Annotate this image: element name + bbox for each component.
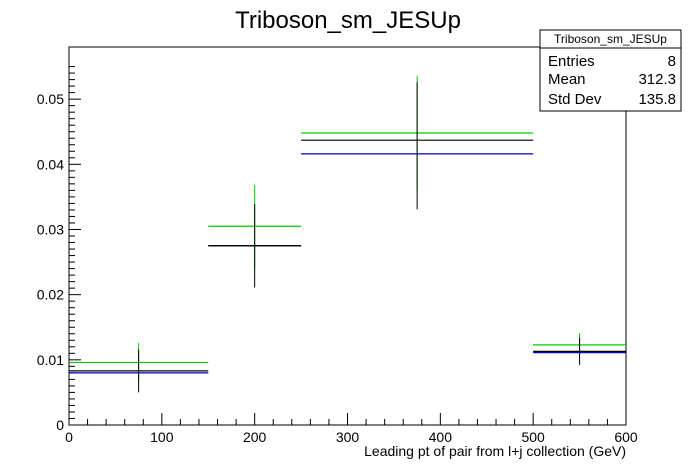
x-axis: 0 100 200 300 400 500 600 — [65, 413, 638, 445]
histogram-series-2 — [69, 153, 626, 374]
chart-title: Triboson_sm_JESUp — [235, 7, 461, 34]
y-tick-label: 0 — [56, 417, 64, 433]
y-tick-label: 0.01 — [37, 352, 64, 368]
stats-stddev-label: Std Dev — [548, 91, 602, 108]
x-axis-title: Leading pt of pair from l+j collection (… — [364, 443, 626, 459]
y-tick-label: 0.02 — [37, 287, 64, 303]
histogram-series-group — [69, 75, 626, 393]
stats-mean-value: 312.3 — [638, 71, 676, 88]
x-tick-label: 600 — [614, 429, 638, 445]
x-tick-label: 0 — [65, 429, 73, 445]
x-tick-label: 100 — [150, 429, 174, 445]
histogram-series-3 — [69, 82, 626, 393]
stats-stddev-value: 135.8 — [638, 91, 676, 108]
x-tick-label: 200 — [243, 429, 267, 445]
x-tick-label: 400 — [429, 429, 453, 445]
y-axis: 0 0.01 0.02 0.03 0.04 0.05 — [37, 66, 81, 433]
stats-box: Triboson_sm_JESUp Entries 8 Mean 312.3 S… — [539, 29, 682, 112]
y-tick-label: 0.04 — [37, 156, 64, 172]
x-tick-label: 500 — [521, 429, 545, 445]
stats-box-frame — [539, 29, 682, 112]
stats-entries-label: Entries — [548, 53, 595, 70]
stats-entries-value: 8 — [668, 53, 676, 70]
histogram-series-1 — [69, 75, 626, 382]
stats-box-title: Triboson_sm_JESUp — [554, 32, 667, 46]
y-tick-label: 0.05 — [37, 91, 64, 107]
y-tick-label: 0.03 — [37, 221, 64, 237]
x-tick-label: 300 — [336, 429, 360, 445]
stats-mean-label: Mean — [548, 71, 586, 88]
